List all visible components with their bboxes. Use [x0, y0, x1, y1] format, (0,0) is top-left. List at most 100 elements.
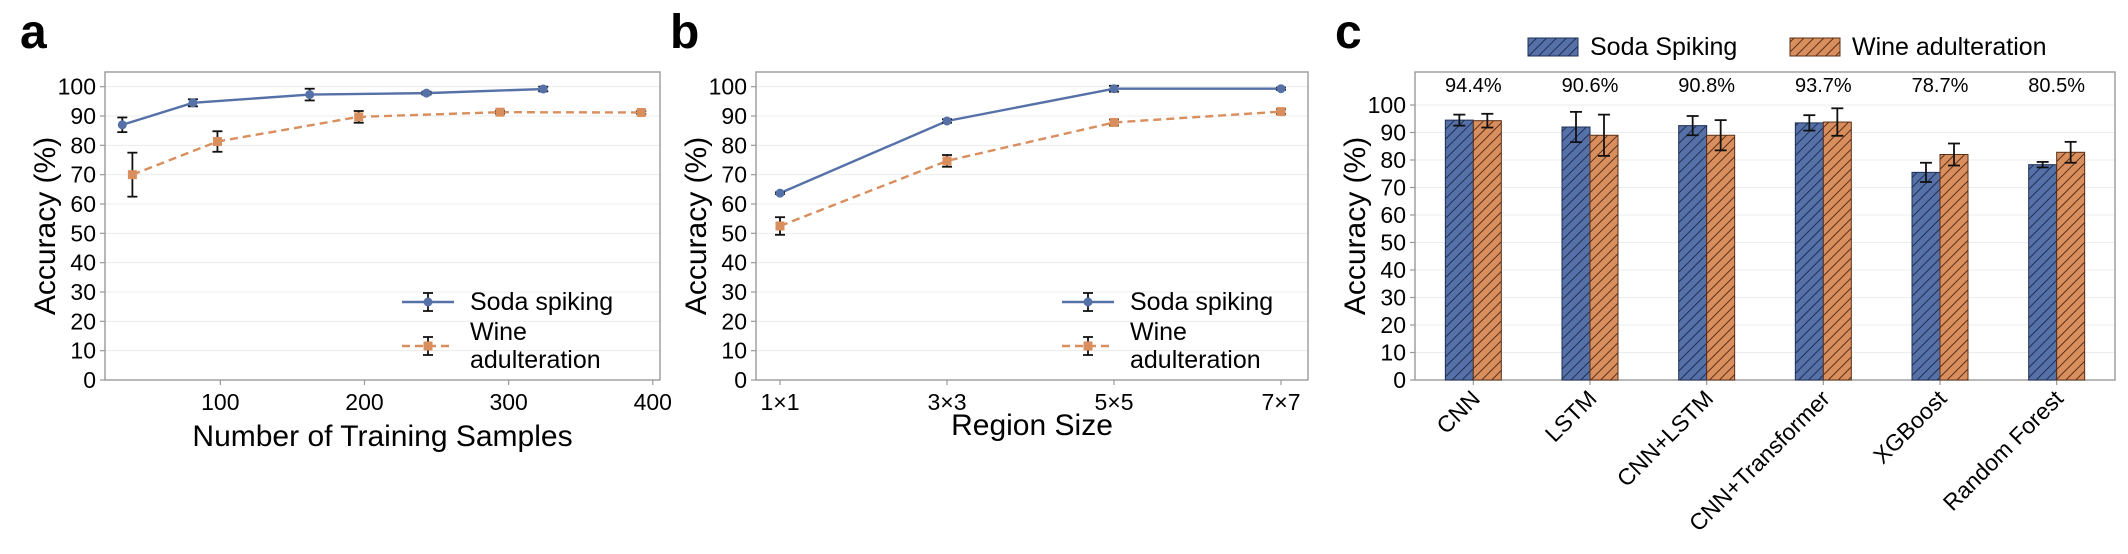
a-xtick-label-2: 300: [489, 389, 527, 415]
a-xtick-label-1: 200: [345, 389, 383, 415]
b-legend-entry-1: [1062, 336, 1114, 356]
c-frame: [1414, 71, 2116, 381]
a-ytick-label-5: 50: [70, 220, 96, 246]
a-ylabel: Accuracy (%): [29, 137, 62, 315]
c-legend-swatch-1: [1789, 37, 1841, 57]
a-series1-point-0: [127, 170, 137, 180]
panel-a-letter: a: [20, 6, 47, 59]
a-series0-point-1: [188, 98, 198, 108]
b-series1-point-1: [942, 156, 952, 166]
b-series0-point-3: [1276, 84, 1286, 94]
b-series0-point-2: [1109, 84, 1119, 94]
c-ytick-label-3: 30: [1380, 285, 1406, 311]
b-ytick-label-8: 80: [721, 132, 747, 158]
c-legend-label-0: Soda Spiking: [1590, 33, 1737, 61]
c-ytick-label-9: 90: [1380, 120, 1406, 146]
a-ytick-label-0: 0: [83, 367, 96, 393]
b-ytick-label-3: 30: [721, 279, 747, 305]
c-ytick-label-7: 70: [1380, 175, 1406, 201]
c-legend-swatch-0: [1527, 37, 1579, 57]
c-annotation-4: 78.7%: [1912, 75, 1969, 97]
a-series0-point-4: [538, 84, 548, 94]
b-ytick-label-10: 100: [709, 74, 747, 100]
c-series0-bar-3: [1794, 122, 1824, 381]
panel-b-chart: 0 10 20 30 40 50 60 70 80 90 100 Accuracy (%) 1×1 3×3…: [680, 71, 1309, 442]
c-series0-errorbar-2: [1686, 115, 1699, 137]
b-ytick-label-6: 60: [721, 191, 747, 217]
c-series0-bar-2: [1678, 125, 1708, 381]
a-series1-point-4: [636, 107, 646, 117]
a-series-line-0: [121, 87, 544, 126]
b-series1-point-0: [775, 221, 785, 231]
b-series1-point-3: [1276, 107, 1286, 117]
b-ytick-label-2: 20: [721, 308, 747, 334]
c-series1-errorbar-1: [1598, 113, 1610, 157]
b-series1-point-2: [1109, 117, 1119, 127]
c-series1-bar-1: [1589, 134, 1619, 381]
c-series1-bar-4: [1939, 154, 1969, 381]
c-ytick-label-5: 50: [1380, 230, 1406, 256]
a-ytick-label-9: 90: [70, 103, 96, 129]
b-series-line-0: [779, 87, 1281, 195]
c-xtick-label-4: XGBoost: [1868, 385, 1952, 469]
a-ytick-label-4: 40: [70, 250, 96, 276]
b-ylabel: Accuracy (%): [680, 137, 713, 315]
c-series0-errorbar-3: [1803, 114, 1816, 132]
c-series0-bar-4: [1911, 171, 1941, 381]
a-xtick-label-3: 400: [634, 389, 672, 415]
a-series1-point-3: [495, 107, 505, 117]
b-ytick-label-5: 50: [721, 220, 747, 246]
a-legend-label-1-line2: adulteration: [470, 346, 601, 374]
c-annotation-5: 80.5%: [2028, 75, 2085, 97]
a-series1-point-2: [354, 112, 364, 122]
b-ytick-label-7: 70: [721, 162, 747, 188]
c-ytick-label-8: 80: [1380, 147, 1406, 173]
b-ytick-label-4: 40: [721, 250, 747, 276]
c-xtick-label-0: CNN: [1431, 385, 1485, 439]
a-ytick-label-6: 60: [70, 191, 96, 217]
c-series1-errorbar-4: [1948, 142, 1960, 167]
c-ytick-label-4: 40: [1380, 257, 1406, 283]
b-legend-marker-1: [1083, 341, 1093, 351]
c-ytick-label-10: 100: [1368, 92, 1406, 118]
a-ytick-label-8: 80: [70, 132, 96, 158]
c-series1-bar-2: [1706, 134, 1736, 381]
c-series1-errorbar-3: [1831, 107, 1844, 137]
a-legend-entry-1: [402, 336, 454, 356]
b-legend-entry-0: [1062, 292, 1114, 312]
a-series-line-1: [131, 110, 642, 176]
b-series0-point-0: [775, 188, 785, 198]
b-legend-label-1-line2: adulteration: [1130, 346, 1261, 374]
c-ytick-label-0: 0: [1393, 367, 1406, 393]
panel-b-letter: b: [670, 6, 699, 59]
a-series0-point-0: [117, 120, 127, 130]
c-series1-bar-5: [2056, 151, 2086, 381]
c-series0-bar-0: [1444, 119, 1474, 381]
a-ytick-label-7: 70: [70, 162, 96, 188]
c-series1-bar-3: [1822, 121, 1852, 381]
c-series0-errorbar-1: [1570, 110, 1582, 144]
a-xtick-label-0: 100: [201, 389, 239, 415]
a-legend-marker-0: [423, 297, 433, 307]
b-legend-label-0: Soda spiking: [1130, 288, 1273, 316]
c-series0-errorbar-4: [1920, 161, 1932, 183]
b-xtick-label-2: 5×5: [1094, 389, 1133, 415]
a-series0-point-2: [305, 90, 315, 100]
b-series-line-1: [779, 110, 1282, 228]
c-annotation-1: 90.6%: [1562, 75, 1619, 97]
a-frame: [104, 71, 661, 381]
a-legend-label-1-line1: Wine: [470, 318, 527, 346]
b-xtick-label-3: 7×7: [1261, 389, 1300, 415]
c-xtick-label-5: Random Forest: [1938, 385, 2069, 516]
a-ytick-label-1: 10: [70, 338, 96, 364]
c-series0-bar-1: [1561, 126, 1591, 381]
b-ytick-label-9: 90: [721, 103, 747, 129]
c-ytick-label-2: 20: [1380, 312, 1406, 338]
c-series1-bar-0: [1472, 120, 1502, 381]
c-series1-errorbar-5: [2064, 140, 2077, 164]
a-xlabel: Number of Training Samples: [192, 420, 572, 453]
b-xtick-label-0: 1×1: [760, 389, 799, 415]
c-xtick-label-1: LSTM: [1540, 385, 1602, 447]
